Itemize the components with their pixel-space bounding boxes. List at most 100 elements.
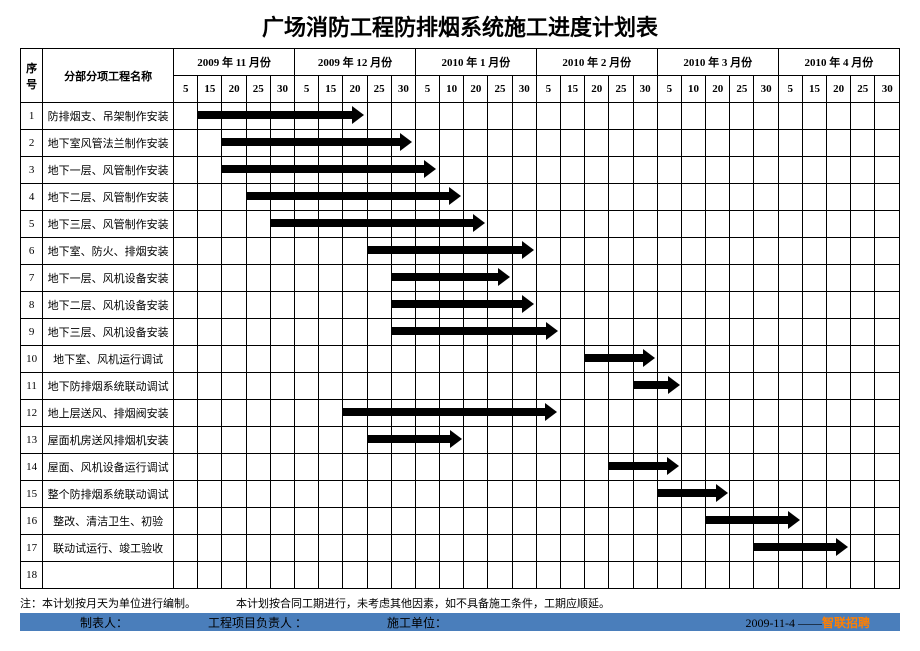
timeline-cell xyxy=(198,130,222,157)
timeline-cell xyxy=(512,535,536,562)
hdr-day: 5 xyxy=(657,76,681,103)
timeline-cell xyxy=(246,535,270,562)
timeline-cell xyxy=(754,562,778,589)
timeline-cell xyxy=(778,427,802,454)
timeline-cell xyxy=(440,319,464,346)
timeline-cell xyxy=(657,103,681,130)
timeline-cell xyxy=(875,157,900,184)
timeline-cell xyxy=(657,130,681,157)
timeline-cell xyxy=(512,319,536,346)
timeline-cell xyxy=(875,292,900,319)
timeline-cell xyxy=(585,454,609,481)
timeline-cell xyxy=(343,508,367,535)
timeline-cell xyxy=(730,535,754,562)
hdr-day: 15 xyxy=(561,76,585,103)
timeline-cell xyxy=(488,265,512,292)
timeline-cell xyxy=(802,427,826,454)
row-name: 屋面机房送风排烟机安装 xyxy=(43,427,174,454)
timeline-cell xyxy=(391,346,415,373)
timeline-cell xyxy=(174,427,198,454)
timeline-cell xyxy=(415,535,439,562)
row-seq: 5 xyxy=(21,211,43,238)
timeline-cell xyxy=(319,292,343,319)
timeline-cell xyxy=(367,103,391,130)
table-row: 8地下二层、风机设备安装 xyxy=(21,292,900,319)
timeline-cell xyxy=(488,103,512,130)
timeline-cell xyxy=(706,157,730,184)
timeline-cell xyxy=(319,535,343,562)
timeline-cell xyxy=(343,211,367,238)
hdr-day: 15 xyxy=(319,76,343,103)
hdr-day: 15 xyxy=(198,76,222,103)
timeline-cell xyxy=(754,346,778,373)
timeline-cell xyxy=(174,319,198,346)
timeline-cell xyxy=(827,238,851,265)
row-name: 整改、清洁卫生、初验 xyxy=(43,508,174,535)
timeline-cell xyxy=(802,103,826,130)
timeline-cell xyxy=(391,238,415,265)
timeline-cell xyxy=(561,130,585,157)
timeline-cell xyxy=(367,373,391,400)
timeline-cell xyxy=(343,454,367,481)
timeline-cell xyxy=(875,454,900,481)
timeline-cell xyxy=(295,130,319,157)
timeline-cell xyxy=(681,427,705,454)
timeline-cell xyxy=(657,157,681,184)
timeline-cell xyxy=(174,103,198,130)
timeline-cell xyxy=(585,535,609,562)
timeline-cell xyxy=(246,481,270,508)
timeline-cell xyxy=(415,508,439,535)
timeline-cell xyxy=(585,157,609,184)
row-name: 地下室、风机运行调试 xyxy=(43,346,174,373)
timeline-cell xyxy=(440,265,464,292)
row-name: 地下二层、风管制作安装 xyxy=(43,184,174,211)
timeline-cell xyxy=(730,184,754,211)
timeline-cell xyxy=(802,238,826,265)
timeline-cell xyxy=(609,373,633,400)
timeline-cell xyxy=(488,400,512,427)
timeline-cell xyxy=(488,562,512,589)
timeline-cell xyxy=(270,130,294,157)
timeline-cell xyxy=(827,535,851,562)
timeline-cell xyxy=(561,292,585,319)
timeline-cell xyxy=(875,400,900,427)
timeline-cell xyxy=(875,103,900,130)
timeline-cell xyxy=(343,238,367,265)
timeline-cell xyxy=(536,562,560,589)
timeline-cell xyxy=(754,373,778,400)
timeline-cell xyxy=(415,130,439,157)
timeline-cell xyxy=(585,184,609,211)
timeline-cell xyxy=(706,508,730,535)
timeline-cell xyxy=(488,454,512,481)
timeline-cell xyxy=(657,184,681,211)
timeline-cell xyxy=(730,238,754,265)
timeline-cell xyxy=(198,400,222,427)
timeline-cell xyxy=(706,238,730,265)
timeline-cell xyxy=(270,265,294,292)
timeline-cell xyxy=(681,535,705,562)
timeline-cell xyxy=(754,508,778,535)
timeline-cell xyxy=(633,103,657,130)
timeline-cell xyxy=(536,427,560,454)
row-seq: 14 xyxy=(21,454,43,481)
timeline-cell xyxy=(851,346,875,373)
timeline-cell xyxy=(270,508,294,535)
hdr-day: 5 xyxy=(536,76,560,103)
timeline-cell xyxy=(778,535,802,562)
row-seq: 3 xyxy=(21,157,43,184)
timeline-cell xyxy=(561,103,585,130)
timeline-cell xyxy=(585,292,609,319)
timeline-cell xyxy=(367,157,391,184)
timeline-cell xyxy=(609,508,633,535)
timeline-cell xyxy=(657,454,681,481)
timeline-cell xyxy=(295,346,319,373)
timeline-cell xyxy=(585,400,609,427)
timeline-cell xyxy=(222,292,246,319)
row-seq: 16 xyxy=(21,508,43,535)
timeline-cell xyxy=(561,535,585,562)
timeline-cell xyxy=(367,454,391,481)
timeline-cell xyxy=(681,184,705,211)
timeline-cell xyxy=(174,454,198,481)
timeline-cell xyxy=(367,130,391,157)
timeline-cell xyxy=(270,427,294,454)
